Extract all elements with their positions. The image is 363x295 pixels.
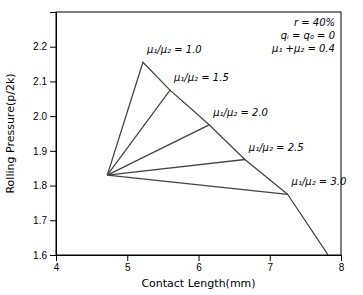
curve [107,160,287,195]
y-tick-mark [50,81,56,82]
marks [107,62,328,255]
x-tick: 4 [54,255,60,273]
plot-frame [56,12,341,255]
x-tick-mark [270,255,271,261]
annotation: μ₁ +μ₂ = 0.4 [271,43,335,54]
x-tick: 7 [267,255,273,273]
y-tick-label: 2.2 [33,41,47,52]
annotations: r = 40% qᵢ = q₀ = 0 μ₁ +μ₂ = 0.4 [271,17,335,54]
y-tick-mark [50,116,56,117]
y-tick-label: 1.8 [33,180,47,191]
y-tick-mark [50,186,56,187]
curve [107,62,170,175]
y-tick: 1.7 [33,215,56,226]
x-axis-title: Contact Length(mm) [141,277,255,290]
x-axis: 4 5 6 7 8 [54,255,345,273]
y-tick-mark [50,151,56,152]
y-tick: 1.8 [33,180,56,191]
y-tick-label: 2.0 [33,111,47,122]
y-tick-label: 1.7 [33,215,47,226]
x-tick-mark [199,255,200,261]
x-tick-label: 8 [339,262,345,273]
y-tick: 2.1 [33,76,56,87]
x-tick: 8 [339,255,345,273]
curve-label: μ₁/μ₂ = 1.5 [173,72,229,83]
y-axis: 1.6 1.7 1.8 1.9 2.0 2.1 2.2 [33,13,56,261]
x-tick-label: 6 [196,262,202,273]
annotation: r = 40% [294,17,335,28]
curve-label: μ₁/μ₂ = 2.0 [212,107,268,118]
curve-labels: μ₁/μ₂ = 1.0 μ₁/μ₂ = 1.5 μ₁/μ₂ = 2.0 μ₁/μ₂ =… [146,44,346,187]
x-tick: 5 [125,255,131,273]
y-tick-label: 1.9 [33,146,47,157]
x-axis-line [57,256,342,262]
chart: 4 5 6 7 8 1.6 1.7 1.8 1.9 2.0 2.1 2.2 Contact Length… [0,0,363,295]
plot: 4 5 6 7 8 1.6 1.7 1.8 1.9 2.0 2.1 2.2 Contact Length… [4,12,346,290]
curve-label: μ₁/μ₂ = 3.0 [291,176,347,187]
x-tick-label: 5 [125,262,131,273]
annotation: qᵢ = q₀ = 0 [281,30,335,41]
x-tick-mark [341,255,342,261]
y-tick-mark [50,255,56,256]
x-tick-label: 4 [54,262,60,273]
y-tick: 1.9 [33,146,56,157]
y-tick: 2.0 [33,111,56,122]
y-tick-label: 2.1 [33,76,47,87]
curve-label: μ₁/μ₂ = 2.5 [248,142,304,153]
x-tick: 6 [196,255,202,273]
y-tick: 1.6 [33,250,56,261]
y-axis-line [50,13,57,256]
x-tick-label: 7 [267,262,273,273]
x-tick-mark [127,255,128,261]
y-tick-mark [50,47,56,48]
y-tick-mark [50,220,56,221]
y-axis-title: Rolling Pressure(p/2k) [4,73,17,193]
y-tick-label: 1.6 [33,250,47,261]
y-tick: 2.2 [33,41,56,52]
curve-label: μ₁/μ₂ = 1.0 [146,44,202,55]
